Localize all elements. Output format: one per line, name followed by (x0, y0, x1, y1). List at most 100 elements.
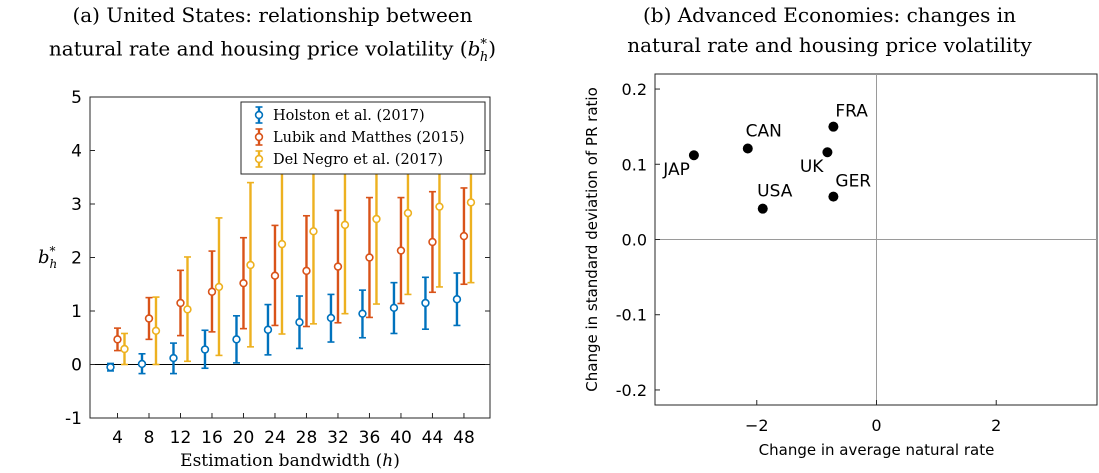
panel-a-point (302, 266, 311, 276)
panel-a-point (372, 214, 381, 224)
panel-b-title-line2: natural rate and housing price volatilit… (627, 33, 1032, 57)
panel-a-xlabel: Estimation bandwidth (h) (180, 451, 400, 471)
panel-b-title-line1: (b) Advanced Economies: changes in (642, 3, 1017, 27)
panel-a-point (263, 325, 273, 334)
panel-a-point (207, 287, 217, 296)
panel-a-point (176, 298, 185, 308)
panel-a-xtick-label: 48 (453, 428, 475, 448)
panel-a-point (169, 353, 178, 363)
panel-a-xlabel-suffix: ) (393, 451, 400, 471)
panel-a-point (309, 227, 318, 236)
panel-a-xtick-label: 44 (422, 428, 444, 448)
panel-a-ytick-label: 5 (71, 88, 82, 108)
panel-a-xlabel-symbol: h (382, 451, 393, 471)
panel-a-point (396, 246, 406, 255)
panel-a-point (183, 305, 192, 314)
panel-a-title-line1: (a) United States: relationship between (72, 3, 473, 27)
panel-a-title-sub: h (479, 49, 489, 65)
panel-a-ytick-label: 2 (71, 249, 82, 269)
panel-b-point-label: JAP (662, 160, 690, 180)
panel-a-xtick-label: 12 (170, 428, 192, 448)
panel-a-legend-swatch-point (254, 154, 264, 164)
panel-b-point (828, 121, 839, 132)
panel-a-legend-swatch-point (254, 132, 264, 142)
panel-b-point-label: USA (757, 182, 793, 202)
panel-b-xtick-label: 0 (871, 416, 881, 435)
panel-b-point-label: UK (800, 157, 824, 177)
panel-a-point (466, 198, 476, 207)
panel-a-point (326, 313, 336, 323)
panel-b-point (828, 191, 839, 202)
panel-b-xtick-label: −2 (745, 416, 769, 435)
panel-a-point (428, 237, 437, 247)
panel-a-point (333, 262, 343, 271)
panel-b-ytick-label: 0.2 (622, 80, 647, 99)
panel-a-point (239, 278, 248, 288)
panel-a-legend-label: Holston et al. (2017) (273, 108, 425, 124)
panel-a-ytick-label: 4 (71, 142, 82, 162)
panel-a-point (295, 318, 304, 327)
panel-a-point (246, 260, 255, 270)
panel-b-ytick-label: -0.2 (616, 381, 647, 400)
panel-b-point-label: FRA (835, 102, 868, 122)
panel-a-legend-label: Del Negro et al. (2017) (273, 152, 443, 168)
panel-a-xtick-label: 20 (233, 428, 255, 448)
panel-b-ytick-label: -0.1 (616, 306, 647, 325)
panel-a-series-1 (113, 187, 469, 352)
panel-b-xtick-label: 2 (991, 416, 1001, 435)
panel-b-xlabel: Change in average natural rate (759, 441, 995, 459)
panel-a-point (144, 314, 154, 323)
panel-b-ytick-label: 0.0 (622, 231, 647, 250)
panel-a-ylabel-sup: * (50, 244, 56, 258)
panel-a-title-line2-text: natural rate and housing price volatilit… (48, 36, 468, 61)
panel-a-title-suffix: ) (488, 36, 497, 61)
panel-a-xtick-label: 32 (327, 428, 349, 448)
panel-a-point (232, 335, 241, 344)
panel-a-legend-swatch-point (254, 110, 264, 120)
panel-a-point (106, 362, 115, 372)
panel-b-point (688, 150, 699, 161)
panel-a-point (452, 295, 462, 304)
panel-a-series-0 (106, 272, 462, 375)
panel-a-title-symbol: b (467, 36, 481, 61)
panel-a-xtick-label: 24 (264, 428, 286, 448)
panel-b-chart: -0.2 -0.1 0.0 0.1 0.2 −2 0 2 JAP CAN FRA UK GER USA Ch… (583, 73, 1098, 459)
panel-a-point (151, 326, 161, 335)
panel-a-xtick-label: 40 (390, 428, 412, 448)
panel-a-point (421, 298, 430, 308)
panel-b-title: (b) Advanced Economies: changes in natur… (560, 0, 1099, 60)
panel-a-point (214, 282, 224, 292)
panel-a-ytick-label: 3 (71, 195, 82, 215)
panel-a-point (459, 231, 469, 241)
panel-a-title: (a) United States: relationship between … (0, 0, 545, 73)
panel-a-xlabel-text: Estimation bandwidth ( (180, 451, 382, 471)
panel-b-point (742, 143, 753, 154)
panel-a-point (358, 309, 367, 318)
panel-a-point (389, 303, 399, 312)
panel-a-ylabel: b* h (38, 244, 57, 271)
panel-b-point-label: CAN (746, 121, 782, 141)
panel-b-point (757, 203, 768, 214)
panel-a-legend-box (240, 101, 486, 175)
panel-a-series-2 (120, 106, 476, 366)
panel-a-point (270, 271, 280, 280)
panel-a-ylabel-sub: h (50, 257, 58, 271)
panel-b-ytick-label: 0.1 (622, 155, 647, 174)
panel-a-point (120, 344, 129, 354)
panel-a-ylabel-symbol: b (38, 247, 50, 268)
panel-a-point (113, 335, 122, 344)
panel-a-title-line2: natural rate and housing price volatilit… (0, 30, 545, 73)
panel-a-point (340, 220, 350, 230)
panel-a-xtick-label: 4 (112, 428, 123, 448)
panel-a-point (137, 359, 147, 369)
panel-a-xtick-label: 8 (144, 428, 155, 448)
panel-b-point (822, 147, 833, 158)
panel-a-point (200, 345, 210, 354)
panel-a-point (365, 253, 374, 262)
panel-a-xtick-label: 28 (296, 428, 318, 448)
panel-a-point (435, 202, 444, 211)
panel-a-point (277, 239, 287, 249)
panel-b-ylabel: Change in standard deviation of PR ratio (583, 87, 601, 391)
